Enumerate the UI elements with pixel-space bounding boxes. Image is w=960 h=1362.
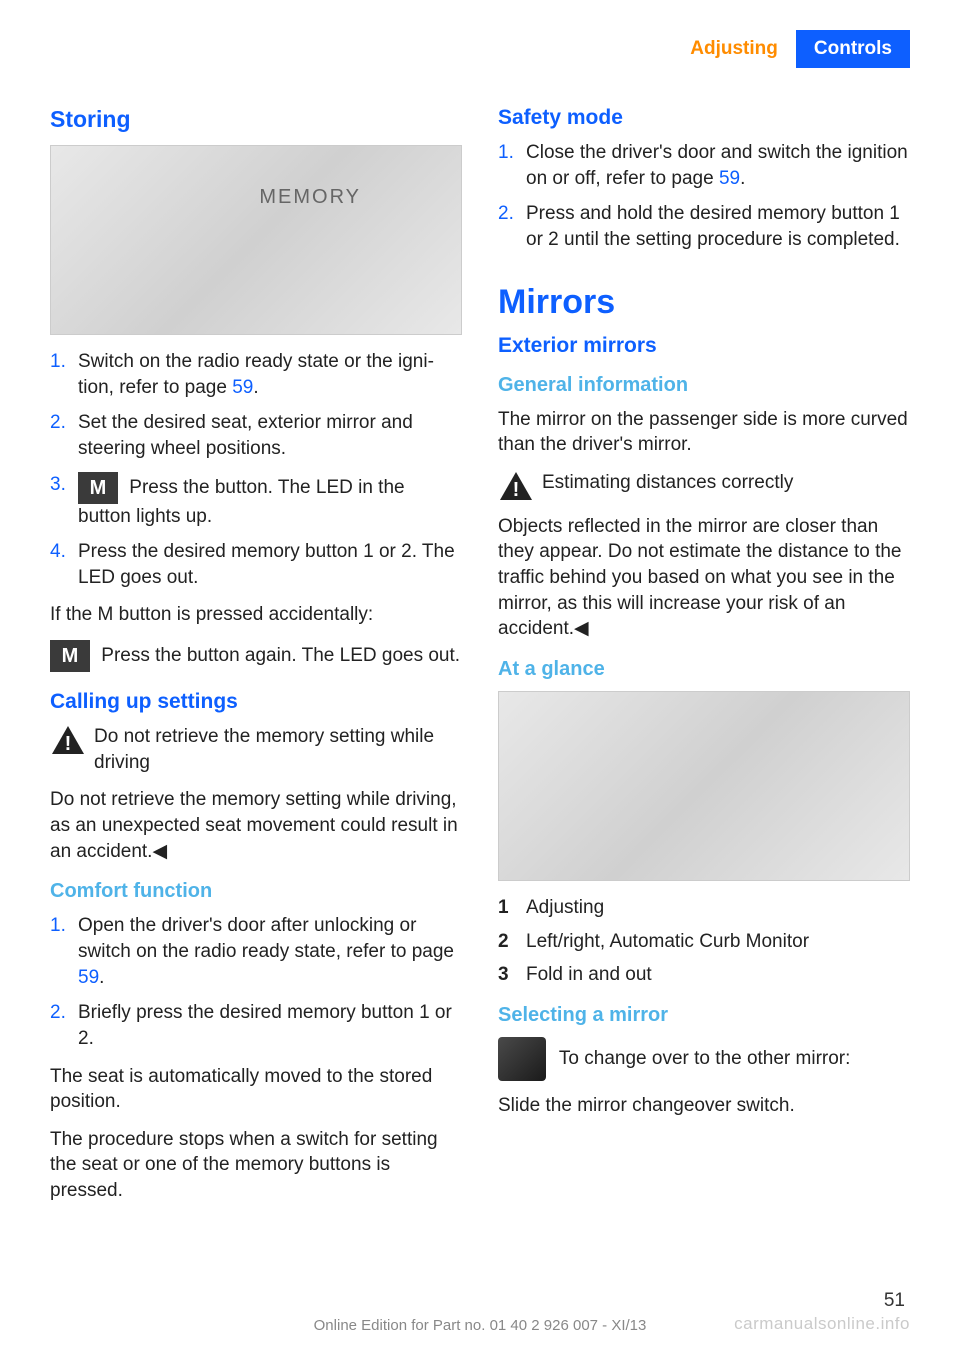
- step-text: Close the driver's door and switch the i…: [526, 140, 910, 191]
- warning-block: ! Estimating distances correctly: [498, 470, 910, 502]
- comfort-steps: 1. Open the driver's door after unlockin…: [50, 913, 462, 1051]
- legend-item: 2Left/right, Automatic Curb Monitor: [498, 929, 910, 955]
- step-number: 1.: [50, 349, 78, 400]
- image-memory-panel: [50, 145, 462, 335]
- step-number: 4.: [50, 539, 78, 590]
- accidental-action: M Press the button again. The LED goes o…: [50, 640, 462, 672]
- step-number: 1.: [50, 913, 78, 990]
- image-mirror-control: [498, 691, 910, 881]
- legend-num: 3: [498, 962, 526, 988]
- step-number: 2.: [498, 201, 526, 252]
- step-text: Press and hold the desired memory button…: [526, 201, 910, 252]
- warning-head: Estimating distances correctly: [542, 472, 793, 493]
- heading-exterior-mirrors: Exterior mirrors: [498, 334, 910, 358]
- comfort-p2: The procedure stops when a switch for se…: [50, 1127, 462, 1204]
- legend-num: 1: [498, 895, 526, 921]
- step-text: M Press the button. The LED in the butto…: [78, 472, 462, 530]
- comfort-p1: The seat is automatically moved to the s…: [50, 1064, 462, 1115]
- storing-steps: 1. Switch on the radio ready state or th…: [50, 349, 462, 590]
- heading-comfort: Comfort function: [50, 880, 462, 903]
- warning-head: Do not retrieve the memory setting while…: [94, 726, 434, 773]
- step-text: Set the desired seat, exterior mirror an…: [78, 410, 462, 461]
- step-text: Briefly press the desired memory but­ton…: [78, 1000, 462, 1051]
- svg-text:!: !: [513, 479, 520, 501]
- step-number: 2.: [50, 410, 78, 461]
- list-item: 2. Set the desired seat, exterior mirror…: [50, 410, 462, 461]
- selecting-p1: To change over to the other mirror:: [498, 1037, 910, 1081]
- left-column: Storing 1. Switch on the radio ready sta…: [50, 98, 462, 1216]
- list-item: 2. Briefly press the desired memory but­…: [50, 1000, 462, 1051]
- legend-item: 3Fold in and out: [498, 962, 910, 988]
- step-number: 3.: [50, 472, 78, 530]
- legend-text: Left/right, Automatic Curb Monitor: [526, 929, 809, 955]
- m-button-icon: M: [50, 640, 90, 672]
- heading-general-info: General information: [498, 374, 910, 397]
- page-header: Adjusting Controls: [50, 30, 910, 68]
- step-text: Switch on the radio ready state or the i…: [78, 349, 462, 400]
- step-text: Press the desired memory button 1 or 2. …: [78, 539, 462, 590]
- glance-legend: 1Adjusting 2Left/right, Automatic Curb M…: [498, 895, 910, 988]
- watermark: carmanualsonline.info: [734, 1314, 910, 1334]
- svg-text:!: !: [65, 733, 72, 755]
- accidental-text: If the M button is pressed accidentally:: [50, 602, 462, 628]
- right-column: Safety mode 1. Close the driver's door a…: [498, 98, 910, 1216]
- warning-icon: !: [50, 724, 86, 756]
- heading-safety-mode: Safety mode: [498, 106, 910, 130]
- list-item: 1. Switch on the radio ready state or th…: [50, 349, 462, 400]
- selecting-p2: Slide the mirror changeover switch.: [498, 1093, 910, 1119]
- header-tab-controls: Controls: [796, 30, 910, 68]
- m-button-icon: M: [78, 472, 118, 504]
- warning-block: ! Do not retrieve the memory setting whi…: [50, 724, 462, 775]
- heading-at-a-glance: At a glance: [498, 658, 910, 681]
- step-number: 2.: [50, 1000, 78, 1051]
- mirror-switch-icon: [498, 1037, 546, 1081]
- warning-body: Do not retrieve the memory setting while…: [50, 787, 462, 864]
- page-number: 51: [884, 1290, 905, 1312]
- page-ref[interactable]: 59: [78, 967, 99, 988]
- legend-item: 1Adjusting: [498, 895, 910, 921]
- page-ref[interactable]: 59: [719, 168, 740, 189]
- warning-icon: !: [498, 470, 534, 502]
- safety-steps: 1. Close the driver's door and switch th…: [498, 140, 910, 253]
- list-item: 1. Close the driver's door and switch th…: [498, 140, 910, 191]
- content-columns: Storing 1. Switch on the radio ready sta…: [50, 98, 910, 1216]
- warning-body: Objects reflected in the mirror are clos…: [498, 514, 910, 642]
- heading-selecting-mirror: Selecting a mirror: [498, 1004, 910, 1027]
- heading-calling-up: Calling up settings: [50, 690, 462, 714]
- legend-text: Adjusting: [526, 895, 604, 921]
- list-item: 1. Open the driver's door after unlockin…: [50, 913, 462, 990]
- heading-storing: Storing: [50, 106, 462, 133]
- step-text: Open the driver's door after unlocking o…: [78, 913, 462, 990]
- heading-mirrors: Mirrors: [498, 283, 910, 322]
- step-number: 1.: [498, 140, 526, 191]
- legend-text: Fold in and out: [526, 962, 652, 988]
- header-tab-adjusting: Adjusting: [672, 30, 796, 68]
- list-item: 2. Press and hold the desired memory but…: [498, 201, 910, 252]
- general-p1: The mirror on the passenger side is more…: [498, 407, 910, 458]
- list-item: 3. M Press the button. The LED in the bu…: [50, 472, 462, 530]
- page-ref[interactable]: 59: [232, 377, 253, 398]
- legend-num: 2: [498, 929, 526, 955]
- list-item: 4. Press the desired memory button 1 or …: [50, 539, 462, 590]
